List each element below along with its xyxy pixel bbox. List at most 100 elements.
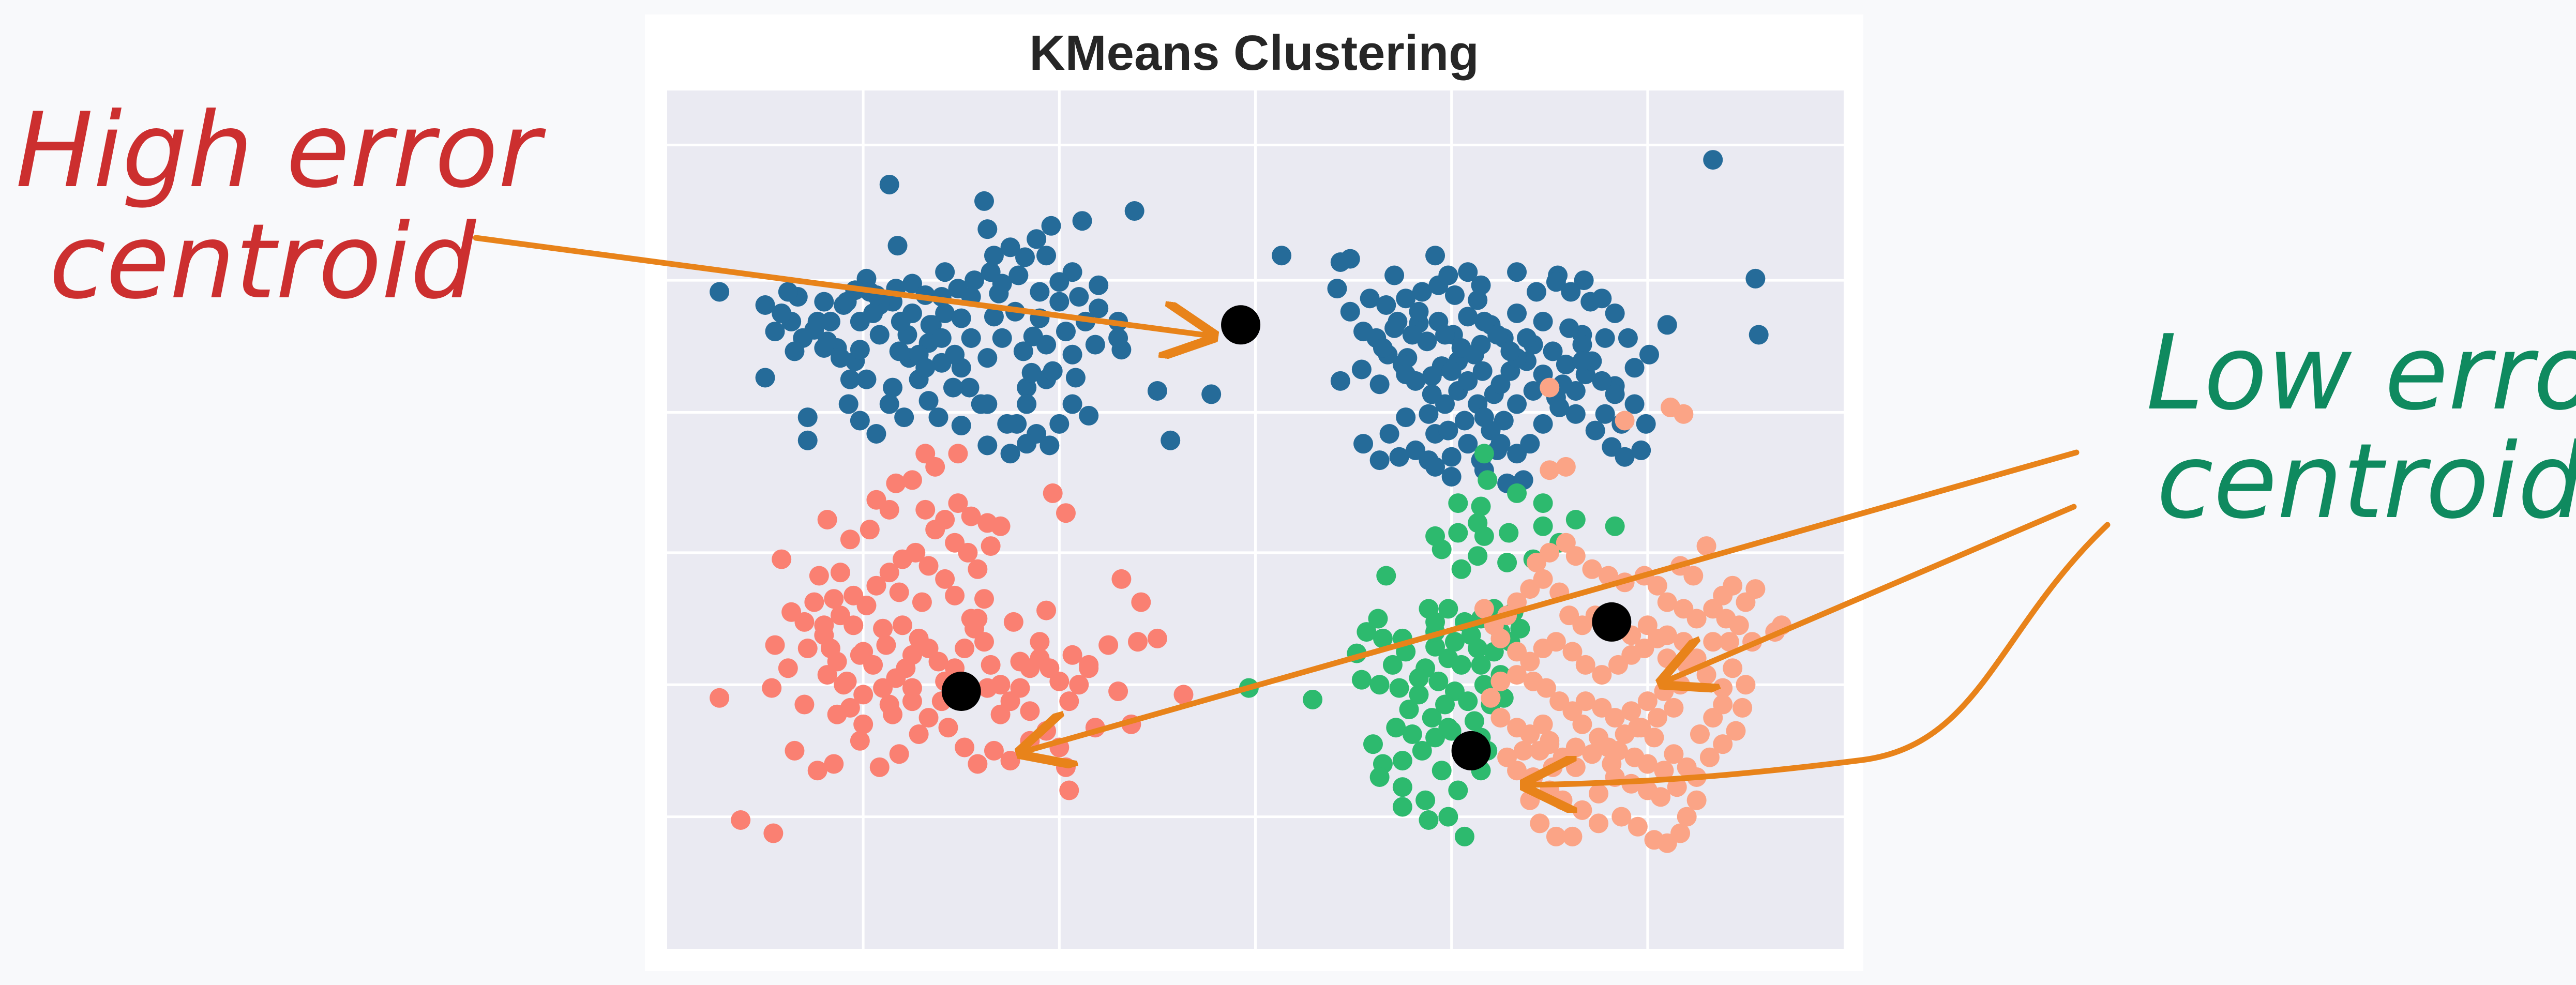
cluster-1-point-54	[866, 575, 886, 596]
cluster-1-point-88	[886, 473, 906, 493]
cluster-0-point-162	[1471, 275, 1491, 295]
cluster-0-point-261	[1490, 374, 1511, 395]
cluster-0-point-180	[1526, 282, 1546, 302]
cluster-0-point-240	[1559, 318, 1579, 338]
cluster-3-point-130	[1651, 787, 1671, 807]
cluster-2-point-80	[1448, 493, 1468, 513]
cluster-0-point-100	[1056, 322, 1076, 342]
cluster-0-point-104	[1065, 368, 1086, 388]
cluster-0-point-219	[1458, 262, 1478, 282]
cluster-2-point-76	[1497, 553, 1517, 572]
cluster-0-point-242	[1517, 328, 1537, 348]
cluster-0-point-221	[1425, 246, 1445, 266]
cluster-0-point-69	[977, 348, 998, 368]
cluster-3-point-139	[1631, 718, 1651, 738]
cluster-3-point-9	[1657, 592, 1677, 612]
cluster-0-point-211	[1592, 371, 1612, 391]
cluster-0-point-114	[817, 331, 837, 352]
cluster-0-point-190	[1369, 450, 1390, 471]
cluster-0-point-143	[1458, 307, 1478, 327]
cluster-0-point-248	[1417, 331, 1437, 352]
cluster-0-point-206	[1615, 447, 1635, 467]
cluster-0-point-247	[1435, 325, 1455, 345]
cluster-0-point-109	[830, 348, 850, 368]
cluster-0-point-252	[1474, 407, 1494, 428]
cluster-3-point-3	[1565, 546, 1586, 566]
low-error-arrow-right	[1663, 504, 2077, 683]
cluster-0-point-126	[943, 377, 963, 398]
cluster-2-point-41	[1363, 734, 1383, 754]
cluster-0-point-169	[1703, 150, 1723, 170]
cluster-0-point-155	[1360, 289, 1380, 309]
cluster-0-point-2	[797, 430, 818, 450]
cluster-0-point-173	[1624, 358, 1645, 378]
cluster-1-point-127	[853, 714, 873, 734]
cluster-0-point-18	[1041, 216, 1061, 236]
cluster-3-point-42	[1647, 628, 1667, 648]
cluster-2-point-17	[1435, 694, 1455, 715]
cluster-2-point-55	[1419, 810, 1439, 830]
cluster-0-point-203	[1565, 404, 1586, 424]
cluster-0-point-67	[1017, 434, 1037, 454]
cluster-2-point-39	[1402, 724, 1422, 744]
cluster-0-point-75	[869, 325, 890, 345]
cluster-3-point-76	[1589, 783, 1609, 804]
cluster-3-point-117	[1683, 566, 1704, 586]
cluster-0-point-16	[1000, 237, 1020, 257]
cluster-0-point-138	[1369, 374, 1390, 395]
cluster-1-point-122	[1030, 632, 1050, 652]
cluster-0-point-170	[1745, 268, 1766, 289]
cluster-3-point-11	[1686, 609, 1707, 629]
cluster-1-point-107	[1043, 483, 1063, 503]
cluster-1-point-61	[765, 635, 785, 655]
cluster-1-point-123	[902, 678, 922, 698]
cluster-0-point-267	[1330, 371, 1350, 391]
cluster-3-point-122	[1540, 460, 1560, 480]
cluster-0-point-86	[935, 262, 955, 282]
cluster-2-point-78	[1451, 559, 1471, 579]
cluster-3-point-50	[1592, 698, 1612, 718]
cluster-0-point-116	[863, 303, 883, 323]
low-error-arrow-left	[1021, 449, 2080, 752]
cluster-0-point-1	[755, 368, 775, 388]
cluster-0-point-97	[984, 307, 1004, 327]
cluster-0-point-225	[1396, 365, 1416, 385]
cluster-3-point-126	[1582, 744, 1602, 764]
cluster-3-point-132	[1677, 757, 1697, 777]
cluster-0-point-87	[948, 279, 968, 299]
cluster-0-point-38	[1089, 298, 1109, 319]
cluster-1-point-64	[824, 754, 844, 774]
cluster-0-point-178	[1561, 282, 1581, 302]
cluster-1-point-79	[1056, 757, 1076, 777]
cluster-3-point-23	[1559, 605, 1579, 626]
cluster-3-point-102	[1733, 698, 1753, 718]
cluster-3-point-48	[1621, 701, 1641, 721]
cluster-0-point-136	[1330, 252, 1350, 272]
cluster-2-point-3	[1351, 670, 1372, 690]
cluster-2-point-50	[1448, 780, 1468, 800]
cluster-1-point-42	[1147, 628, 1167, 648]
cluster-0-point-101	[984, 246, 1004, 266]
cluster-1-point-83	[968, 559, 988, 579]
cluster-0-point-129	[879, 394, 899, 414]
cluster-0-point-14	[974, 191, 994, 211]
cluster-1-point-26	[981, 655, 1001, 675]
cluster-2-point-13	[1428, 671, 1449, 691]
cluster-0-point-122	[1085, 335, 1105, 355]
cluster-1-point-43	[1173, 685, 1194, 705]
cluster-0-point-154	[1340, 301, 1360, 322]
cluster-0-point-235	[1549, 397, 1570, 417]
cluster-1-point-29	[1010, 678, 1030, 698]
centroids	[941, 305, 1632, 770]
cluster-0-point-246	[1451, 338, 1471, 358]
cluster-3-point-113	[1729, 615, 1749, 635]
cluster-0-point-17	[1015, 247, 1035, 267]
cluster-1-point-72	[968, 754, 988, 774]
cluster-1-point-6	[809, 566, 829, 586]
cluster-2-point-69	[1605, 516, 1625, 536]
cluster-0-point-231	[1490, 434, 1511, 454]
cluster-1-point-71	[955, 737, 975, 757]
cluster-3-point-86	[1520, 790, 1540, 810]
cluster-3-point-108	[1719, 632, 1739, 652]
cluster-0-point-6	[887, 236, 908, 256]
